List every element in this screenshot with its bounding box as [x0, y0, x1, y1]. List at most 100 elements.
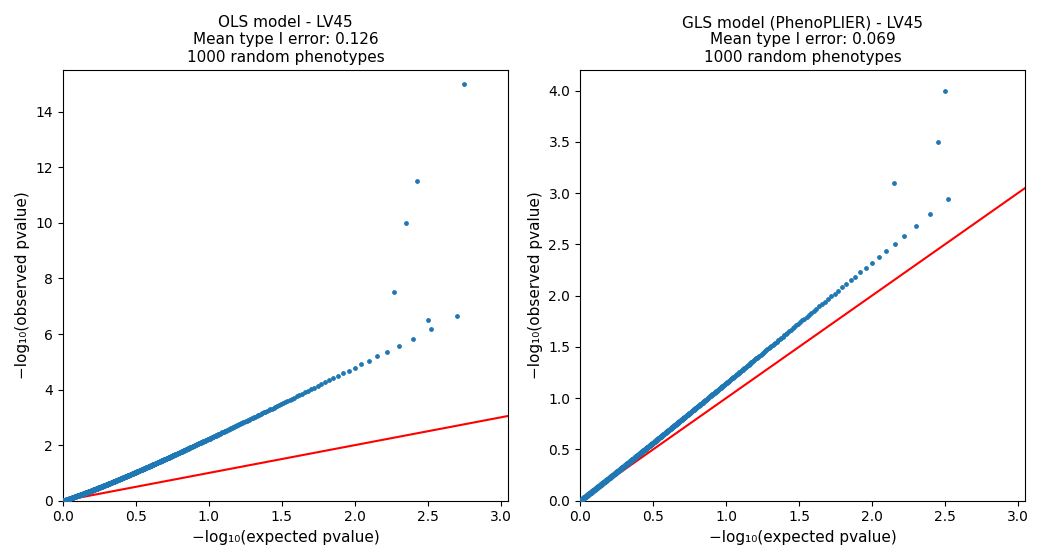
- Point: [735, 365, 751, 374]
- Point: [730, 368, 747, 377]
- Point: [92, 483, 109, 492]
- Point: [589, 483, 606, 492]
- Point: [60, 494, 76, 503]
- Point: [66, 492, 83, 501]
- Point: [74, 489, 91, 498]
- Point: [748, 354, 765, 363]
- Point: [126, 468, 143, 477]
- Point: [195, 437, 212, 446]
- Point: [76, 489, 93, 498]
- Point: [203, 433, 219, 442]
- Point: [61, 494, 77, 503]
- Point: [676, 413, 693, 422]
- Point: [667, 421, 683, 430]
- Point: [771, 335, 788, 344]
- Point: [609, 467, 626, 476]
- Point: [671, 417, 688, 426]
- Point: [91, 483, 108, 492]
- Point: [631, 449, 648, 458]
- Point: [583, 487, 600, 496]
- Point: [124, 469, 141, 478]
- Point: [89, 484, 106, 493]
- Point: [61, 494, 77, 503]
- Point: [609, 467, 626, 476]
- Point: [629, 451, 646, 460]
- Point: [187, 441, 204, 450]
- Point: [204, 433, 220, 442]
- Point: [61, 494, 77, 503]
- Point: [641, 441, 657, 450]
- Point: [580, 490, 597, 499]
- Point: [75, 489, 92, 498]
- Point: [109, 476, 125, 485]
- Point: [73, 490, 90, 499]
- Point: [112, 474, 129, 483]
- Point: [660, 426, 677, 435]
- Point: [181, 444, 198, 452]
- Point: [59, 495, 75, 504]
- Point: [624, 455, 641, 464]
- Point: [150, 458, 167, 466]
- Point: [608, 468, 625, 477]
- Point: [619, 459, 635, 468]
- Point: [620, 458, 636, 467]
- Point: [141, 461, 158, 470]
- Point: [140, 462, 157, 471]
- Point: [625, 454, 642, 463]
- Point: [587, 484, 604, 493]
- Point: [684, 406, 701, 415]
- Point: [607, 469, 624, 478]
- Point: [83, 486, 99, 495]
- Point: [608, 467, 625, 476]
- Point: [580, 489, 597, 498]
- Point: [644, 439, 660, 448]
- Point: [702, 391, 719, 400]
- Point: [579, 491, 596, 500]
- Point: [224, 423, 240, 432]
- Point: [591, 481, 608, 490]
- Point: [77, 488, 94, 497]
- Point: [573, 496, 589, 505]
- Point: [62, 494, 78, 503]
- Point: [386, 288, 402, 297]
- Point: [603, 472, 620, 480]
- Point: [109, 475, 125, 484]
- Point: [79, 488, 96, 497]
- Point: [309, 382, 326, 391]
- Point: [240, 415, 257, 424]
- Point: [66, 492, 83, 501]
- Point: [61, 494, 77, 503]
- Point: [100, 479, 117, 488]
- Point: [655, 430, 672, 438]
- Point: [66, 493, 83, 502]
- Point: [80, 487, 97, 496]
- Point: [88, 484, 104, 493]
- Point: [641, 442, 657, 451]
- Point: [587, 484, 604, 493]
- Point: [80, 487, 97, 496]
- Point: [686, 405, 702, 414]
- Point: [602, 473, 619, 482]
- Point: [653, 431, 670, 440]
- Point: [585, 486, 602, 495]
- Point: [132, 466, 148, 475]
- Point: [70, 491, 87, 500]
- Point: [77, 488, 94, 497]
- Point: [108, 476, 124, 485]
- Point: [800, 310, 817, 319]
- Point: [306, 384, 323, 393]
- Point: [601, 473, 618, 482]
- Point: [655, 430, 672, 439]
- Point: [612, 464, 629, 473]
- Point: [210, 430, 227, 438]
- Point: [138, 463, 155, 472]
- Point: [671, 417, 688, 426]
- Point: [63, 493, 79, 502]
- Point: [609, 467, 626, 476]
- Point: [752, 351, 769, 360]
- Point: [140, 462, 157, 471]
- Point: [54, 496, 71, 505]
- Point: [171, 448, 188, 457]
- Point: [133, 465, 149, 474]
- Point: [90, 483, 107, 492]
